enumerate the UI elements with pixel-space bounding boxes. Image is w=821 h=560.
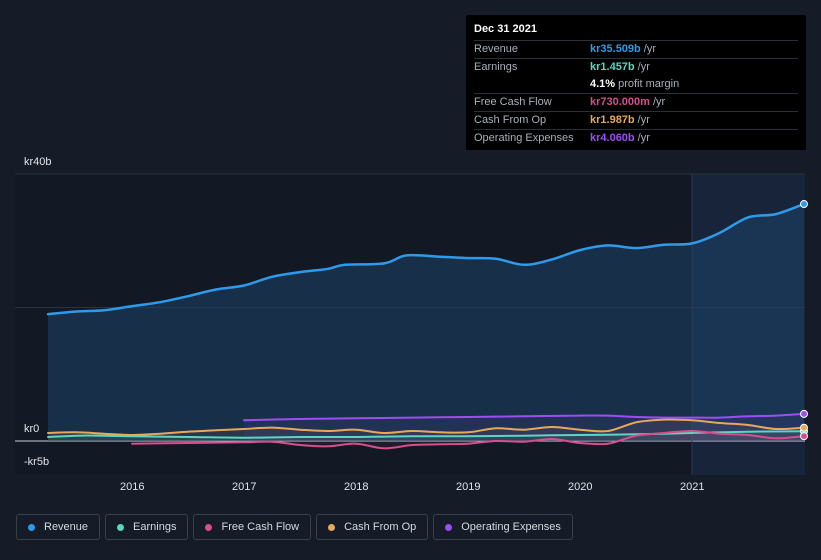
tooltip-value: kr4.060b [590, 132, 635, 144]
tooltip-row: Revenue kr35.509b/yr [474, 40, 798, 58]
tooltip-unit: /yr [637, 132, 650, 144]
legend-item-cash-from-op[interactable]: Cash From Op [316, 514, 429, 540]
tooltip-unit: profit margin [618, 78, 680, 90]
legend-item-earnings[interactable]: Earnings [105, 514, 189, 540]
legend-label: Cash From Op [344, 521, 417, 533]
x-tick-label: 2018 [344, 481, 369, 493]
legend-dot-icon [117, 523, 125, 531]
legend: Revenue Earnings Free Cash Flow Cash From O… [16, 514, 578, 540]
series-line-operating-expenses [243, 412, 805, 422]
area-revenue [48, 204, 804, 441]
series-line-free-cash-flow [131, 429, 805, 450]
y-tick-label: kr40b [24, 156, 52, 168]
area-cash-from-op [48, 419, 804, 441]
series-line-revenue [46, 202, 806, 316]
endpoint-free-cash-flow [800, 432, 808, 441]
legend-item-revenue[interactable]: Revenue [16, 514, 101, 540]
legend-dot-icon [205, 523, 213, 531]
y-tick-label: kr0 [24, 423, 40, 435]
tooltip: Dec 31 2021 Revenue kr35.509b/yr Earnings k… [466, 15, 806, 150]
x-tick-label: 2017 [232, 481, 257, 493]
tooltip-date: Dec 31 2021 [474, 23, 537, 35]
tooltip-unit: /yr [637, 114, 650, 126]
legend-label: Operating Expenses [461, 521, 561, 533]
tooltip-value: 4.1% [590, 78, 616, 90]
tooltip-label: Free Cash Flow [474, 96, 552, 108]
tooltip-row: Earnings kr1.457b/yr [474, 58, 798, 76]
legend-label: Free Cash Flow [221, 521, 300, 533]
series-line-cash-from-op [47, 418, 805, 436]
x-tick-label: 2021 [680, 481, 705, 493]
y-tick-label: -kr5b [24, 456, 50, 468]
legend-dot-icon [445, 523, 453, 531]
tooltip-value: kr1.457b [590, 61, 635, 73]
tooltip-unit: /yr [652, 96, 666, 108]
endpoint-operating-expenses [800, 409, 808, 418]
legend-label: Earnings [133, 521, 177, 533]
legend-item-operating-expenses[interactable]: Operating Expenses [433, 514, 573, 540]
legend-label: Revenue [44, 521, 89, 533]
tooltip-unit: /yr [637, 61, 650, 73]
tooltip-label: Revenue [474, 43, 519, 55]
tooltip-row: Free Cash Flow kr730.000m/yr [474, 93, 798, 111]
tooltip-label [474, 76, 590, 93]
x-tick-label: 2016 [120, 481, 145, 493]
endpoint-cash-from-op [800, 423, 808, 432]
legend-dot-icon [28, 523, 35, 531]
tooltip-label: Earnings [474, 61, 518, 73]
tooltip-value: kr730.000m [590, 96, 650, 108]
legend-item-free-cash-flow[interactable]: Free Cash Flow [193, 514, 312, 540]
x-tick-label: 2020 [568, 481, 593, 493]
legend-dot-icon [328, 523, 336, 531]
tooltip-label: Operating Expenses [474, 132, 574, 144]
tooltip-row: Operating Expenses kr4.060b/yr [474, 129, 798, 147]
tooltip-label: Cash From Op [474, 114, 547, 126]
tooltip-row: 4.1% profit margin [474, 76, 798, 93]
x-tick-label: 2019 [456, 481, 481, 493]
tooltip-row: Cash From Op kr1.987b/yr [474, 111, 798, 129]
tooltip-value: kr35.509b [590, 43, 641, 55]
area-free-cash-flow [132, 430, 804, 449]
tooltip-unit: /yr [643, 43, 656, 55]
endpoint-revenue [800, 200, 808, 209]
tooltip-value: kr1.987b [590, 114, 635, 126]
